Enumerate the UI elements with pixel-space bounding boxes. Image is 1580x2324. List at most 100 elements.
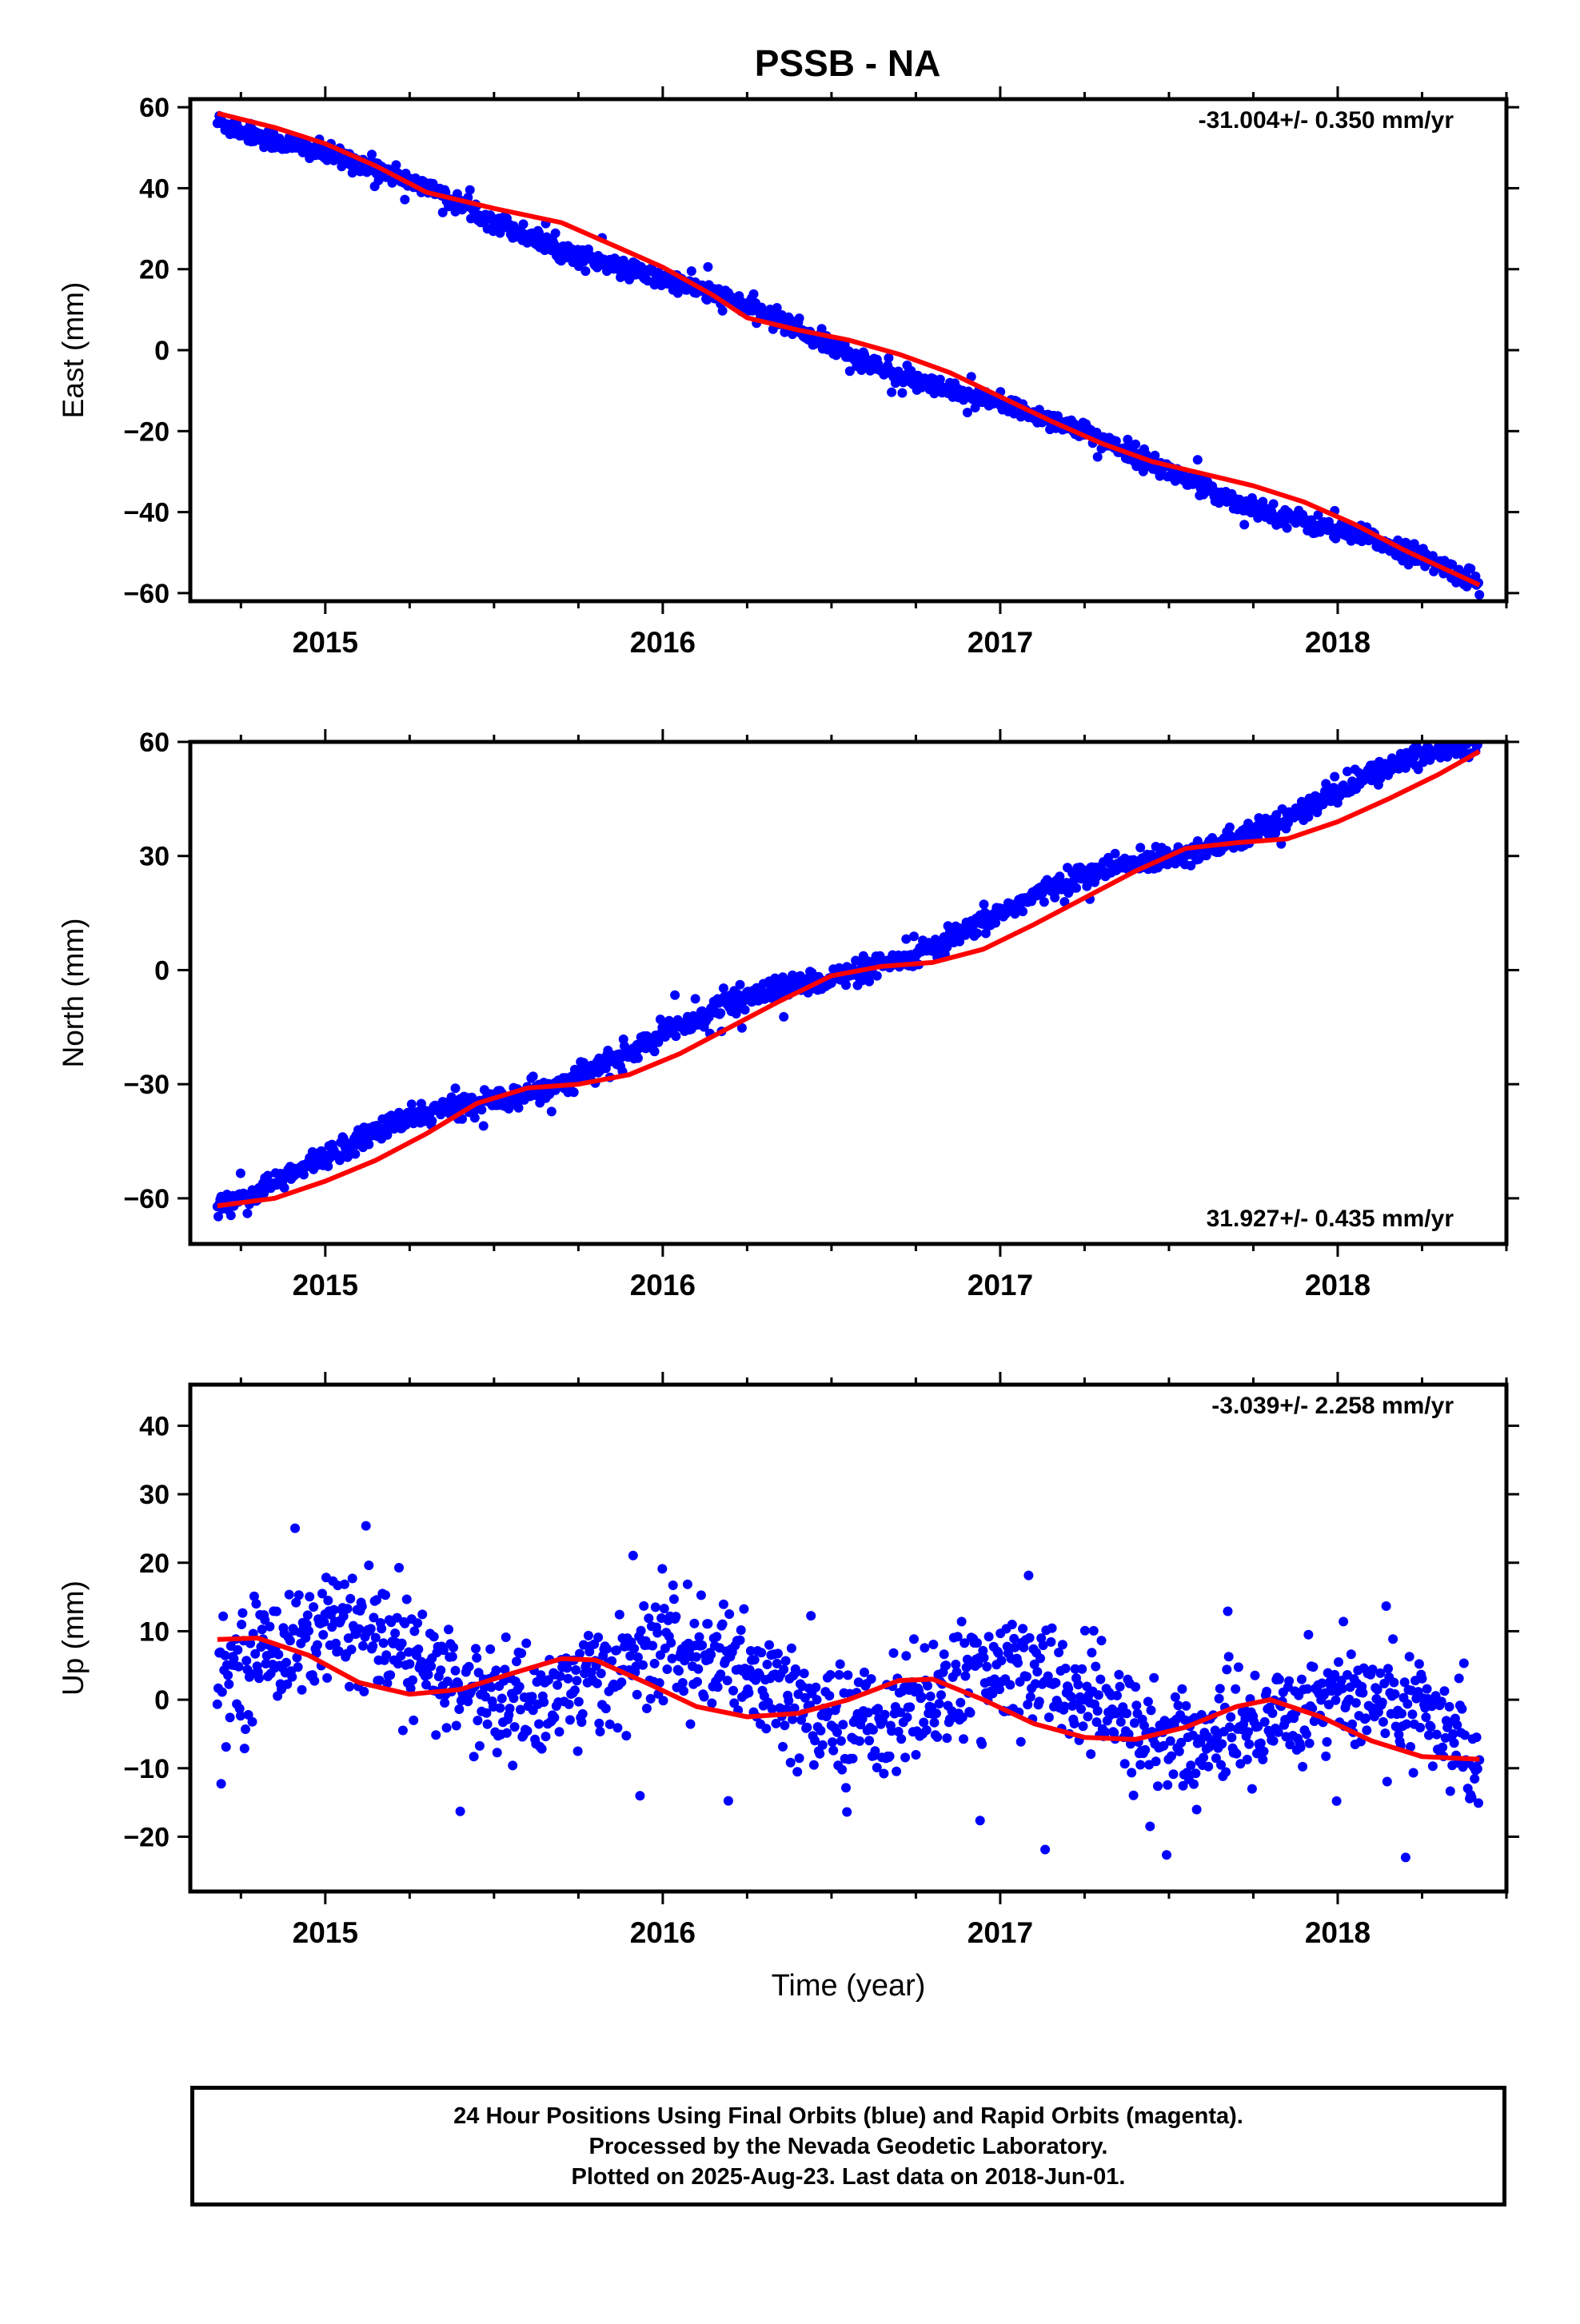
panel-frame	[188, 739, 1509, 1246]
data-point	[600, 1704, 611, 1714]
data-point	[780, 1720, 790, 1731]
data-point	[323, 1596, 333, 1605]
data-point	[870, 1746, 880, 1756]
data-point	[1059, 1701, 1070, 1712]
data-point	[1436, 1696, 1446, 1707]
data-point	[293, 1662, 303, 1672]
data-point	[1223, 1606, 1233, 1616]
data-point	[1070, 1664, 1080, 1674]
data-point	[273, 1649, 284, 1660]
data-point	[648, 1640, 658, 1651]
data-point	[696, 1590, 706, 1600]
data-point	[841, 980, 851, 991]
data-point	[923, 1680, 932, 1691]
data-point	[761, 1724, 772, 1734]
data-point	[553, 1680, 563, 1690]
data-point	[952, 1667, 962, 1677]
data-point	[1390, 1721, 1401, 1732]
data-point	[1039, 897, 1049, 907]
data-point	[1458, 1658, 1469, 1668]
data-point	[1457, 1704, 1467, 1714]
data-point	[1227, 1732, 1237, 1743]
data-point	[1223, 1652, 1234, 1662]
data-point	[241, 1656, 252, 1666]
data-point	[359, 1686, 369, 1696]
data-point	[1259, 1746, 1269, 1756]
data-point	[309, 1602, 319, 1612]
data-point	[469, 1752, 479, 1762]
y-tick-label: 40	[139, 1411, 170, 1441]
data-point	[447, 1652, 457, 1662]
data-point	[234, 1704, 245, 1714]
data-point	[450, 1665, 461, 1676]
data-point	[1255, 1738, 1266, 1748]
data-point	[581, 266, 591, 277]
data-point	[465, 185, 475, 195]
data-point	[338, 1611, 349, 1621]
data-point	[1189, 1779, 1199, 1789]
data-point	[400, 194, 410, 205]
data-point	[368, 1641, 378, 1651]
data-point	[259, 1188, 269, 1198]
data-point	[781, 1704, 792, 1714]
data-point	[764, 1640, 774, 1650]
data-point	[988, 1688, 998, 1699]
data-point	[1273, 1727, 1283, 1737]
data-point	[505, 1704, 515, 1714]
data-point	[929, 1717, 940, 1728]
data-point	[1397, 1708, 1406, 1719]
data-point	[905, 1702, 916, 1712]
data-point	[1244, 1739, 1255, 1749]
data-point	[1339, 1616, 1349, 1627]
data-point	[1380, 1728, 1390, 1739]
data-point	[573, 1746, 583, 1756]
data-point	[1082, 881, 1092, 891]
data-point	[960, 1671, 971, 1681]
data-point	[1427, 1761, 1438, 1772]
data-point	[1195, 1737, 1206, 1748]
data-point	[745, 1646, 756, 1656]
footer-line-1: 24 Hour Positions Using Final Orbits (bl…	[453, 2103, 1243, 2129]
data-point	[951, 1660, 961, 1669]
data-point	[625, 1651, 636, 1661]
data-point	[554, 1727, 565, 1737]
data-point	[682, 1579, 692, 1589]
data-point	[799, 1668, 809, 1679]
x-tick-label: 2016	[630, 1269, 696, 1302]
data-point	[370, 1632, 381, 1643]
data-point	[233, 1661, 244, 1672]
data-point	[509, 1693, 519, 1704]
data-point	[756, 1648, 767, 1658]
data-point	[1390, 1689, 1400, 1699]
data-point	[1282, 523, 1292, 533]
data-point	[1186, 1760, 1196, 1771]
data-point	[1406, 1742, 1415, 1752]
data-point	[1321, 1751, 1331, 1761]
data-point	[1151, 1756, 1161, 1767]
data-point	[995, 1684, 1004, 1695]
data-point	[440, 1698, 450, 1708]
data-point	[991, 918, 1001, 928]
data-point	[546, 1106, 557, 1117]
data-point	[674, 1666, 684, 1676]
data-point	[1303, 811, 1314, 822]
data-point	[778, 1741, 788, 1752]
data-point	[1036, 1633, 1047, 1644]
data-point	[1235, 1759, 1246, 1769]
data-point	[794, 1753, 804, 1764]
data-point	[281, 1657, 291, 1668]
data-point	[735, 1635, 745, 1645]
data-point	[249, 1591, 259, 1601]
data-point	[1285, 1740, 1295, 1750]
data-point	[1393, 535, 1403, 545]
data-point	[1417, 1673, 1427, 1684]
data-point	[1375, 1668, 1386, 1678]
data-point	[518, 219, 529, 229]
data-point	[382, 1678, 393, 1688]
chart-panel-3: −20 −10 0 10 20 30 40 2015 2016 2017 2018 Up (mm) Ti…	[57, 1372, 1519, 2003]
data-point	[671, 1612, 681, 1622]
data-point	[612, 1723, 623, 1733]
data-point	[838, 1720, 848, 1730]
data-point	[639, 1600, 649, 1611]
data-point	[1439, 1686, 1450, 1696]
